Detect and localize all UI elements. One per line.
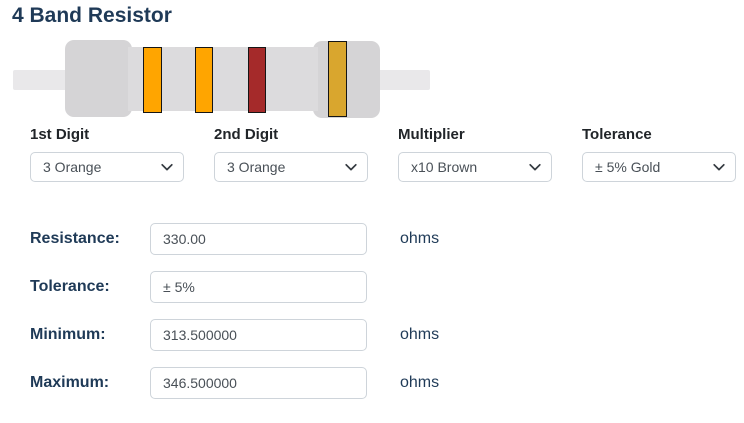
second-digit-label: 2nd Digit [214, 126, 279, 143]
maximum-unit: ohms [400, 374, 440, 391]
tolerance-row: Tolerance: [30, 271, 439, 303]
first-digit-select[interactable]: 3 Orange [30, 152, 184, 182]
minimum-value-field[interactable] [150, 319, 367, 351]
multiplier-select-wrap: x10 Brown [398, 152, 552, 182]
maximum-row: Maximum: ohms [30, 367, 439, 399]
resistor-band-second-digit [195, 47, 213, 113]
band-selector-row: 1st Digit 3 Orange 2nd Digit 3 Orange [30, 126, 736, 182]
resistance-value-field[interactable] [150, 223, 367, 255]
tolerance-label: Tolerance [582, 126, 652, 143]
resistor-band-multiplier [248, 47, 266, 113]
page-title: 4 Band Resistor [12, 4, 172, 27]
first-digit-column: 1st Digit 3 Orange [30, 126, 184, 182]
multiplier-column: Multiplier x10 Brown [398, 126, 552, 182]
tolerance-select-wrap: ± 5% Gold [582, 152, 736, 182]
first-digit-select-wrap: 3 Orange [30, 152, 184, 182]
minimum-row: Minimum: ohms [30, 319, 439, 351]
resistance-label: Resistance: [30, 230, 120, 247]
maximum-value-field[interactable] [150, 367, 367, 399]
maximum-label: Maximum: [30, 374, 110, 391]
tolerance-value-field[interactable] [150, 271, 367, 303]
minimum-label: Minimum: [30, 326, 106, 343]
tolerance-column: Tolerance ± 5% Gold [582, 126, 736, 182]
tolerance-select[interactable]: ± 5% Gold [582, 152, 736, 182]
second-digit-column: 2nd Digit 3 Orange [214, 126, 368, 182]
resistor-band-tolerance [328, 41, 347, 117]
tolerance-result-label: Tolerance: [30, 278, 110, 295]
resistor-body-left-cap [65, 40, 132, 117]
resistance-row: Resistance: ohms [30, 223, 439, 255]
second-digit-select[interactable]: 3 Orange [214, 152, 368, 182]
resistance-unit: ohms [400, 230, 440, 247]
first-digit-label: 1st Digit [30, 126, 90, 143]
multiplier-label: Multiplier [398, 126, 465, 143]
second-digit-select-wrap: 3 Orange [214, 152, 368, 182]
resistor-graphic [0, 38, 460, 118]
multiplier-select[interactable]: x10 Brown [398, 152, 552, 182]
minimum-unit: ohms [400, 326, 440, 343]
resistor-band-first-digit [143, 47, 162, 113]
results-section: Resistance: ohms Tolerance: Minimum: ohm… [30, 223, 439, 415]
